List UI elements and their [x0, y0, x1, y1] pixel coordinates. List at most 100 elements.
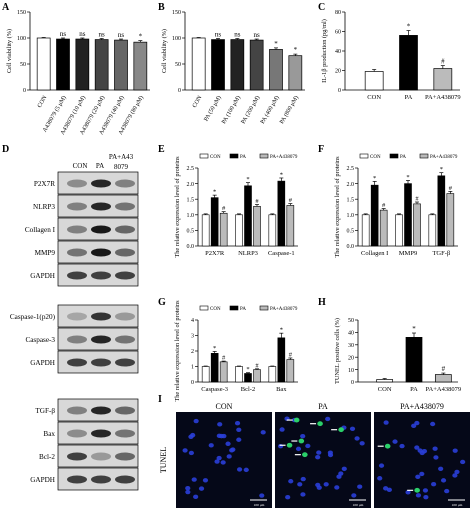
bar	[36, 37, 51, 91]
nucleus	[316, 450, 322, 455]
significance-mark: *	[406, 174, 409, 181]
blot-band	[115, 271, 135, 280]
y-tick-label: 2.5	[347, 166, 355, 172]
y-tick-label: 3	[191, 334, 194, 340]
y-tick-label: 2	[191, 349, 194, 355]
nucleus	[452, 448, 458, 453]
blot-band	[91, 406, 111, 415]
x-tick-label: Collagen I	[361, 250, 388, 257]
legend-label: CON	[370, 155, 381, 160]
blot-band	[67, 335, 87, 344]
bar	[395, 214, 403, 247]
nucleus	[190, 432, 196, 438]
y-tick-label: 4	[191, 318, 194, 324]
tunel-positive-cell	[298, 438, 305, 444]
nucleus	[214, 459, 220, 464]
nucleus	[323, 482, 329, 487]
tunel-positive-cell	[384, 443, 391, 449]
nucleus	[438, 466, 444, 471]
nucleus	[208, 443, 214, 448]
y-tick-label: 0	[23, 88, 26, 94]
bar	[219, 361, 228, 383]
blot-label: GAPDH	[30, 476, 55, 484]
x-tick-label: CON	[192, 94, 204, 109]
blot-band	[67, 406, 87, 415]
nucleus	[236, 427, 242, 432]
blot-band	[67, 312, 87, 321]
legend-swatch	[199, 305, 209, 311]
chart-h: 0 10 20 30 40 50 TUNEL positive cells (%) CON * P…	[334, 318, 461, 393]
nucleus	[415, 474, 421, 480]
y-axis-label: The relative expression level of protein…	[334, 156, 341, 258]
blot-band	[115, 248, 135, 257]
tunel-positive-cell	[302, 452, 308, 458]
nucleus	[383, 420, 389, 425]
legend-swatch	[229, 153, 239, 159]
y-tick-label: 40	[348, 331, 354, 337]
significance-mark: ns	[215, 31, 222, 39]
scale-bar-label: 100 μm	[254, 503, 265, 507]
bar	[201, 366, 210, 383]
y-tick-label: 0.0	[187, 244, 195, 250]
legend-swatch	[359, 153, 369, 159]
bar	[219, 212, 228, 247]
bar	[288, 55, 303, 91]
nucleus	[454, 469, 460, 475]
blot-label: Bax	[43, 430, 55, 438]
nucleus	[188, 450, 194, 456]
x-tick-label: NLRP3	[238, 250, 258, 257]
nucleus	[460, 459, 466, 465]
x-tick-label: PA+A438079	[425, 94, 461, 101]
significance-mark: #	[289, 197, 293, 204]
bar	[114, 39, 128, 91]
chart-g: 0 1 2 3 4 The relative expression level of pr…	[174, 300, 298, 402]
tunel-row-label: TUNEL	[159, 447, 168, 473]
bar	[446, 193, 455, 247]
significance-mark: *	[139, 33, 143, 41]
nucleus	[278, 443, 284, 449]
x-tick-label: Bcl-2	[241, 386, 255, 393]
y-tick-label: 0	[351, 380, 354, 386]
nucleus	[218, 433, 225, 439]
significance-mark: #	[415, 196, 419, 203]
significance-mark: #	[441, 58, 445, 66]
nucleus	[440, 478, 447, 483]
nucleus	[198, 486, 205, 491]
nucleus	[236, 467, 243, 472]
blot-band	[67, 429, 87, 438]
y-tick-label: 0	[178, 88, 181, 94]
nucleus	[305, 443, 311, 449]
legend-swatch	[259, 305, 269, 311]
bar	[235, 214, 243, 247]
significance-mark: ns	[99, 31, 106, 39]
blot-column-pa-a438079: PA+A43	[109, 153, 134, 161]
nucleus	[392, 439, 398, 444]
nucleus	[300, 433, 306, 439]
nucleus	[191, 477, 197, 482]
x-tick-label: MMP9	[399, 250, 417, 257]
blot-band	[67, 271, 87, 280]
x-tick-label: PA (400 μM)	[259, 95, 281, 126]
significance-mark: ns	[254, 31, 261, 39]
blot-band	[67, 452, 87, 461]
blot-band	[91, 179, 111, 188]
nucleus	[236, 437, 242, 442]
significance-mark: ns	[234, 31, 241, 39]
nucleus	[432, 446, 438, 451]
tunel-column-label: CON	[216, 402, 233, 411]
nucleus	[419, 450, 425, 456]
nucleus	[325, 416, 331, 422]
legend-label: CON	[210, 307, 221, 312]
nucleus	[444, 488, 450, 494]
y-tick-label: 1.5	[187, 197, 195, 203]
blot-label: Caspase-1(p20)	[10, 313, 56, 321]
bar	[133, 41, 148, 91]
nucleus	[260, 430, 266, 435]
nucleus	[288, 479, 294, 484]
x-tick-label: PA (800 μM)	[278, 95, 300, 126]
blot-label: GAPDH	[30, 272, 55, 280]
y-axis-label: IL-1β production (pg/ml)	[321, 19, 328, 83]
nucleus	[300, 476, 306, 482]
